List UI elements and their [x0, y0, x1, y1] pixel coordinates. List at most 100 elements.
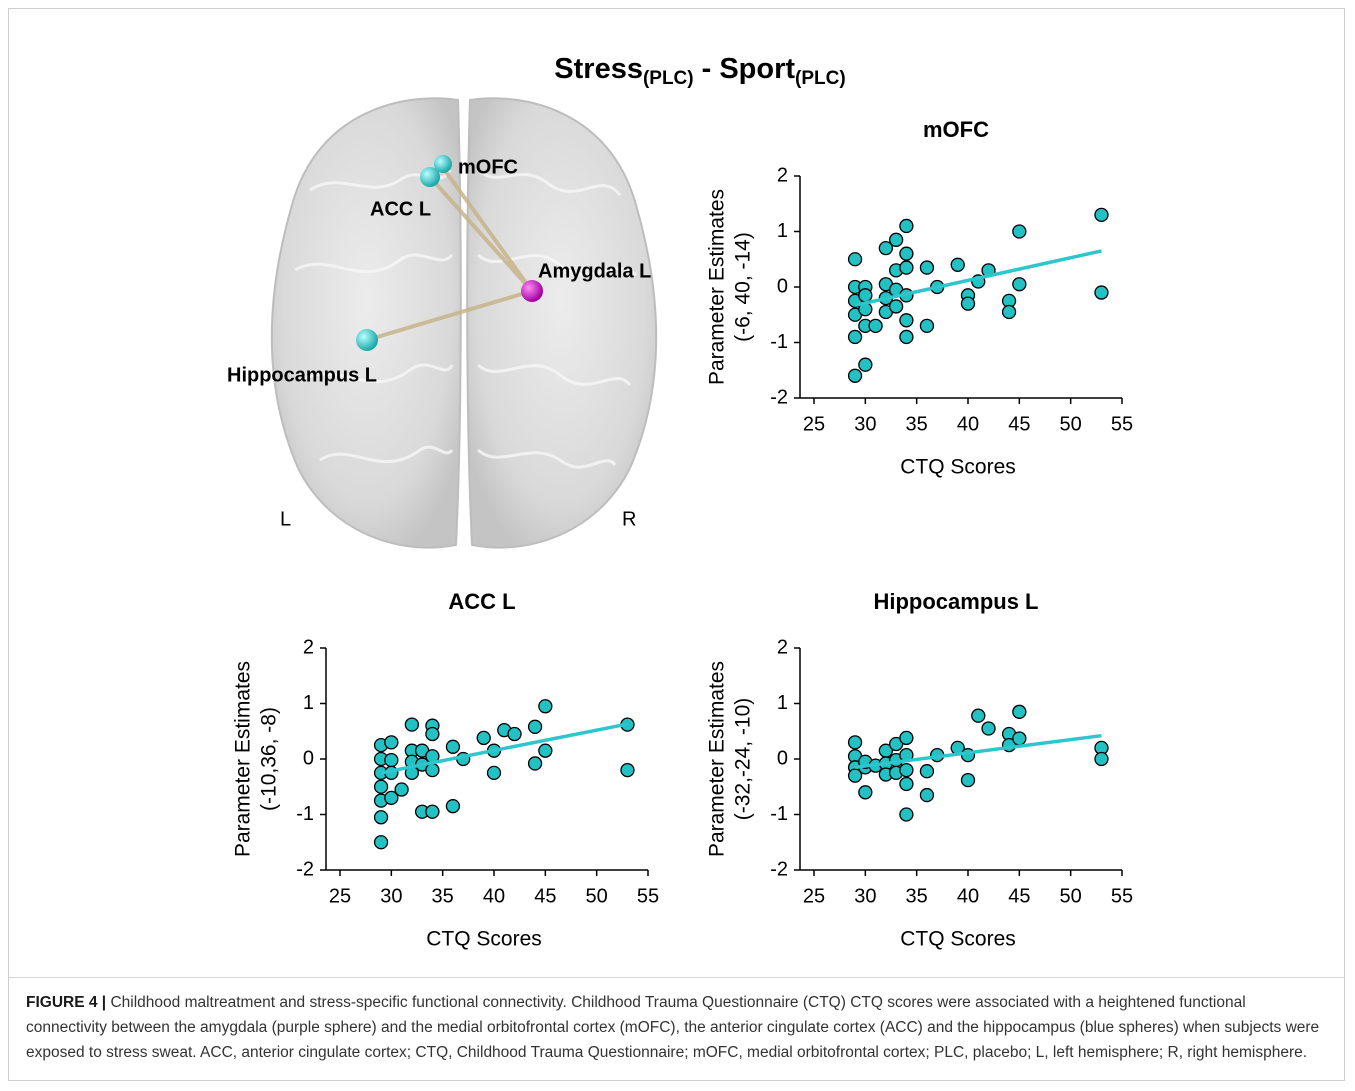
- chart-title: Hippocampus L: [873, 589, 1038, 614]
- y-axis-label: Parameter Estimates: [706, 661, 729, 857]
- data-point: [384, 790, 399, 805]
- data-point: [878, 240, 894, 256]
- y-tick-label: -2: [770, 386, 788, 408]
- data-point: [1094, 751, 1109, 767]
- data-point: [847, 368, 863, 383]
- x-axis-label: CTQ Scores: [900, 456, 1016, 479]
- data-point: [960, 772, 976, 788]
- data-point: [425, 804, 440, 819]
- y-axis-label: Parameter Estimates: [232, 661, 255, 857]
- data-point: [981, 721, 996, 736]
- y-tick-label: -1: [770, 331, 788, 353]
- figure-frame: [8, 8, 1345, 1081]
- y-axis-label: (-6, 40, -14): [732, 232, 755, 342]
- y-axis-label: (-32,-24, -10): [732, 698, 755, 821]
- node-sphere: [356, 329, 378, 351]
- y-tick-label: -1: [296, 803, 314, 825]
- x-tick-label: 55: [637, 885, 659, 907]
- connections: [366, 163, 534, 342]
- x-tick-label: 30: [380, 885, 402, 907]
- x-tick-label: 45: [534, 885, 556, 907]
- data-point: [899, 313, 914, 328]
- gyri: [294, 168, 638, 469]
- data-point: [1012, 704, 1027, 719]
- scatter-chart: Hippocampus L -2 -1 0 1 2 25 30 35 40 45 50 55 CTQ Sc…: [706, 589, 1134, 951]
- data-point: [888, 736, 904, 752]
- y-tick-label: 1: [303, 692, 314, 714]
- y-tick-label: 1: [777, 220, 788, 242]
- x-tick-label: 30: [854, 413, 876, 435]
- brain-label: Amygdala L: [538, 260, 651, 282]
- data-point: [425, 726, 440, 742]
- node-sphere: [434, 155, 452, 173]
- data-point: [538, 743, 553, 758]
- data-point: [899, 329, 914, 345]
- y-tick-label: 2: [303, 636, 314, 658]
- fit-line: [854, 249, 1102, 308]
- title-part: - Sport: [702, 53, 796, 85]
- x-tick-label: 40: [957, 885, 979, 907]
- data-point: [858, 785, 873, 800]
- x-tick-label: 25: [803, 885, 825, 907]
- data-point: [445, 799, 461, 814]
- data-point: [1012, 224, 1027, 239]
- data-point: [858, 288, 873, 303]
- caption-text: Childhood maltreatment and stress-specif…: [26, 994, 1320, 1061]
- y-tick-label: 0: [777, 275, 788, 297]
- data-point: [899, 807, 914, 822]
- data-point: [620, 762, 635, 778]
- data-point: [1012, 731, 1027, 746]
- y-tick-label: -2: [770, 858, 788, 880]
- data-point: [1094, 285, 1109, 300]
- data-point: [868, 318, 883, 334]
- data-point: [1094, 207, 1109, 223]
- fit-line: [380, 722, 628, 775]
- node-sphere: [521, 280, 543, 302]
- data-point: [899, 776, 914, 792]
- data-point: [960, 296, 976, 311]
- data-point: [919, 318, 935, 334]
- scatter-chart: mOFC -2 -1 0 1 2 25 30 35 40 45 50 55 CTQ Scores Param…: [706, 117, 1134, 479]
- chart-title: mOFC: [923, 117, 989, 142]
- x-tick-label: 50: [1060, 885, 1082, 907]
- right-hemisphere: [466, 97, 658, 549]
- data-point: [899, 246, 914, 261]
- x-tick-label: 35: [906, 885, 928, 907]
- data-point: [373, 835, 389, 850]
- y-tick-label: 0: [777, 747, 788, 769]
- data-point: [1001, 304, 1017, 320]
- figure-title: Stress(PLC) - Sport(PLC): [554, 53, 845, 89]
- data-point: [476, 730, 491, 746]
- data-point: [373, 779, 389, 794]
- x-tick-label: 45: [1008, 885, 1030, 907]
- data-point: [847, 329, 863, 345]
- x-tick-label: 25: [329, 885, 351, 907]
- data-point: [847, 768, 863, 783]
- data-point: [919, 764, 935, 779]
- data-point: [425, 762, 440, 778]
- x-tick-label: 40: [483, 885, 505, 907]
- brain-label: L: [280, 508, 291, 530]
- data-point: [1012, 277, 1027, 292]
- scatter-chart: ACC L -2 -1 0 1 2 25 30 35 40 45 50 55 CTQ Scores Para…: [232, 589, 660, 951]
- x-axis-label: CTQ Scores: [900, 928, 1016, 951]
- fit-line: [854, 733, 1102, 770]
- separator: [9, 977, 1344, 978]
- data-point: [847, 252, 863, 267]
- x-tick-label: 55: [1111, 885, 1133, 907]
- left-hemisphere: [270, 97, 462, 549]
- x-tick-label: 25: [803, 413, 825, 435]
- x-axis-label: CTQ Scores: [426, 928, 542, 951]
- data-point: [527, 719, 543, 734]
- x-tick-label: 35: [432, 885, 454, 907]
- data-point: [384, 752, 399, 768]
- data-point: [507, 726, 522, 742]
- y-tick-label: 1: [777, 692, 788, 714]
- x-tick-label: 50: [586, 885, 608, 907]
- x-tick-label: 45: [1008, 413, 1030, 435]
- brain-label: R: [622, 508, 636, 530]
- caption: FIGURE 4 | Childhood maltreatment and st…: [26, 990, 1326, 1065]
- data-point: [899, 218, 914, 234]
- data-point: [373, 810, 389, 825]
